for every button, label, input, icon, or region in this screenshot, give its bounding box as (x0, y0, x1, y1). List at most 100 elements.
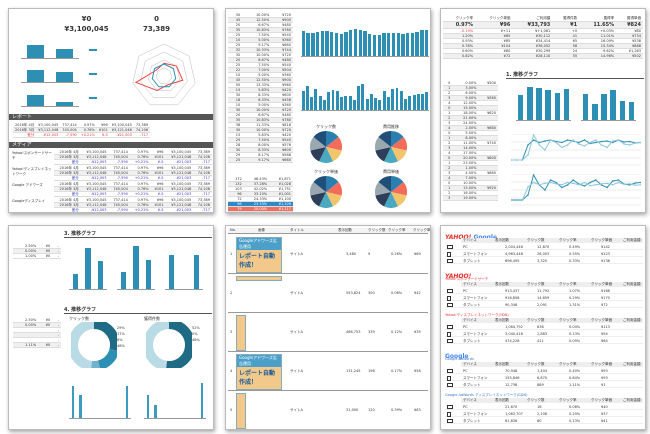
chart-bar (301, 30, 306, 56)
table-cell: 5.00% (242, 37, 272, 43)
table-cell: PC (463, 289, 468, 293)
column-header: 表示回数 (495, 362, 509, 366)
data-point (532, 181, 535, 184)
table-cell: +0 (552, 28, 580, 34)
table-cell: ¥538 (616, 38, 643, 44)
table-cell (478, 115, 498, 121)
data-point (600, 144, 603, 146)
data-point (628, 140, 631, 143)
table-cell: 474,228 (505, 339, 520, 343)
table-cell: 745,004 (108, 186, 130, 192)
data-point (589, 141, 591, 144)
table-cell: 2 (443, 140, 453, 146)
table-cell: 13.33% (242, 82, 272, 88)
table-cell: 9.62% (579, 48, 617, 54)
table-cell: ¥-5 (150, 207, 166, 212)
table-cell: 1 (443, 135, 453, 141)
column-header: クリック単価 (591, 362, 612, 366)
donut-label: 52% (192, 326, 200, 330)
table-row: 1.11% ¥0- (13, 342, 61, 348)
mini-bar-chart (21, 43, 79, 59)
table-cell: -¥12,003 (80, 175, 109, 181)
table-cell: 913,437 (505, 289, 520, 293)
table-cell: ¥64 (601, 339, 608, 343)
chart-bar (26, 95, 45, 106)
table-cell: ¥720 (271, 107, 293, 113)
chart-bar (71, 385, 75, 418)
data-point (538, 141, 541, 144)
table-cell: 2016年 3月 (54, 202, 81, 208)
table-cell: ¥600 (271, 92, 293, 98)
table-cell: 16.00% (452, 190, 479, 196)
table-cell: ¥1 (552, 21, 580, 29)
table-row: 2.50% ¥0- (13, 318, 61, 323)
device-row: タブレット 61,836 80 0.13% ¥41 (445, 418, 643, 424)
chart-bar (412, 94, 416, 110)
donut-label: 6% (117, 338, 123, 342)
pie-slice (310, 182, 326, 196)
data-point (617, 181, 620, 184)
data-point (578, 183, 580, 186)
pie-slice (391, 137, 407, 151)
table-row: 4 2.00% ¥680 (443, 125, 498, 131)
pie-chart (310, 131, 342, 163)
table-row: 0 0.00% ¥500 (443, 81, 498, 86)
table-cell: 3,040,418 (505, 332, 523, 336)
table-cell: 8.00% (452, 135, 479, 141)
data-point (561, 183, 563, 186)
column-header: No. (230, 228, 236, 232)
chart-bar (310, 97, 314, 110)
table-cell: ¥-5 (150, 175, 166, 181)
table-row: 2 1.00% (443, 165, 498, 171)
table-cell: 30 (228, 107, 243, 113)
data-point (634, 182, 637, 184)
chart-bar (194, 254, 200, 289)
column-header: クリック率 (559, 238, 577, 242)
column-header: デバイス (463, 238, 477, 242)
chart-bar (168, 254, 174, 289)
table-cell: ¥3,121,048 (165, 154, 194, 160)
table-row: -0.19% ¥+11 ¥+1,081 +0 +0.03% ¥80 (443, 28, 643, 34)
chart-bar (536, 87, 542, 120)
chart-bar (55, 101, 74, 106)
table-cell: ¥3,112,048 (80, 202, 109, 208)
table-row: 0.00% ¥0- (13, 248, 61, 254)
table-cell: 2016年 3月 (54, 154, 81, 160)
table-cell: 23.33% (243, 201, 270, 207)
data-point (583, 139, 586, 141)
device-report-sheet: YAHOO! Googleデバイス表示回数クリック数クリック率クリック単価ご利用… (440, 225, 646, 430)
table-row: クリック率 クリック単価 ご利用額 獲得件数 獲得率 獲得単価 (443, 15, 643, 22)
table-row: 25 9.17% ¥660 (228, 42, 293, 48)
conversion-bar-chart (581, 83, 636, 121)
donut-segment (71, 322, 95, 368)
table-cell: 73,389 (193, 182, 212, 187)
column-header: デバイス (463, 318, 477, 322)
column-header: クリック数 (527, 282, 545, 286)
table-row: 35 10.83% ¥780 (228, 27, 293, 33)
table-row: 1.00% ¥0- (13, 253, 61, 259)
table-cell: 1,063,707 (505, 412, 523, 416)
table-cell: 3 (443, 120, 453, 126)
chart-bar (628, 101, 635, 120)
donut-segment (146, 322, 170, 368)
column-header: クリック単価 (591, 398, 612, 402)
table-cell: 1.20% (443, 33, 476, 39)
data-point (511, 159, 512, 161)
table-cell: 0.76% (129, 170, 151, 176)
yahoo-logo: YAHOO! (445, 234, 474, 241)
table-row: 1 18.00% ¥620 (443, 110, 498, 116)
table-cell: -717 (193, 207, 212, 212)
chart-bar (146, 259, 152, 289)
chart-bar (154, 405, 157, 418)
table-cell: 0.97% (129, 166, 151, 171)
table-cell: ¥94 (601, 332, 608, 336)
device-row: PC 70,948 1,404 0.40% ¥93 (445, 368, 643, 374)
table-cell: 0.13% (569, 332, 581, 336)
table-cell: ¥800 (478, 155, 498, 161)
table-cell: 15 (228, 132, 243, 138)
table-cell: ¥1,263 (616, 48, 643, 54)
table-cell: ¥1,109 (269, 201, 293, 207)
column-header: デバイス (463, 362, 477, 366)
table-cell: ¥780 (271, 117, 293, 123)
chart-bar (344, 95, 348, 110)
